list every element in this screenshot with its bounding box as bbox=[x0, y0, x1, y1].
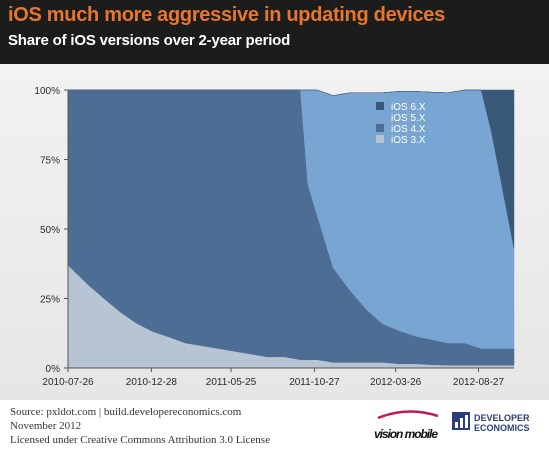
x-tick-label: 2012-03-26 bbox=[370, 377, 422, 388]
x-axis: 2010-07-26 2010-12-28 2011-05-25 2011-10-27… bbox=[42, 367, 514, 388]
footer: Source: pxldot.com | build.developerecon… bbox=[10, 405, 270, 447]
legend-swatch bbox=[376, 135, 384, 143]
y-tick-label: 50% bbox=[40, 225, 60, 236]
y-tick-label: 25% bbox=[40, 295, 60, 306]
developer-logo-line1: DEVELOPER bbox=[474, 413, 530, 423]
header-bar: iOS much more aggressive in updating dev… bbox=[0, 0, 549, 64]
area-chart: 100% 75% 50% 25% 0% 2010-07-26 2010-12-28 2011… bbox=[34, 86, 515, 388]
x-tick-label: 2012-08-27 bbox=[453, 377, 505, 388]
y-axis: 100% 75% 50% 25% 0% bbox=[34, 86, 69, 375]
chart-title: iOS much more aggressive in updating dev… bbox=[8, 4, 445, 26]
x-tick-label: 2011-05-25 bbox=[206, 377, 257, 388]
chart-subtitle: Share of iOS versions over 2-year period bbox=[8, 32, 291, 49]
y-tick-label: 100% bbox=[34, 86, 60, 97]
legend-label: iOS 3.X bbox=[391, 135, 426, 146]
legend-swatch bbox=[376, 113, 384, 121]
date-text: November 2012 bbox=[10, 420, 82, 432]
y-tick-label: 75% bbox=[40, 156, 60, 167]
x-tick-label: 2010-12-28 bbox=[126, 377, 178, 388]
legend-swatch bbox=[376, 102, 384, 110]
vision-mobile-logo-text: vision mobile bbox=[374, 427, 438, 441]
x-tick-label: 2010-07-26 bbox=[42, 377, 94, 388]
area-ios-6-x bbox=[68, 89, 515, 249]
legend-label: iOS 5.X bbox=[391, 113, 426, 124]
developer-economics-logo: DEVELOPER ECONOMICS bbox=[452, 412, 530, 433]
legend-label: iOS 6.X bbox=[391, 102, 426, 113]
source-text: Source: pxldot.com | build.developerecon… bbox=[10, 406, 242, 418]
y-tick-label: 0% bbox=[46, 364, 61, 375]
license-text: Licensed under Creative Commons Attribut… bbox=[10, 434, 270, 446]
x-tick-label: 2011-10-27 bbox=[289, 377, 340, 388]
legend-swatch bbox=[376, 124, 384, 132]
developer-logo-line2: ECONOMICS bbox=[474, 423, 530, 433]
legend-label: iOS 4.X bbox=[391, 124, 426, 135]
vision-mobile-logo: vision mobile bbox=[374, 410, 439, 441]
series-areas bbox=[67, 89, 515, 369]
